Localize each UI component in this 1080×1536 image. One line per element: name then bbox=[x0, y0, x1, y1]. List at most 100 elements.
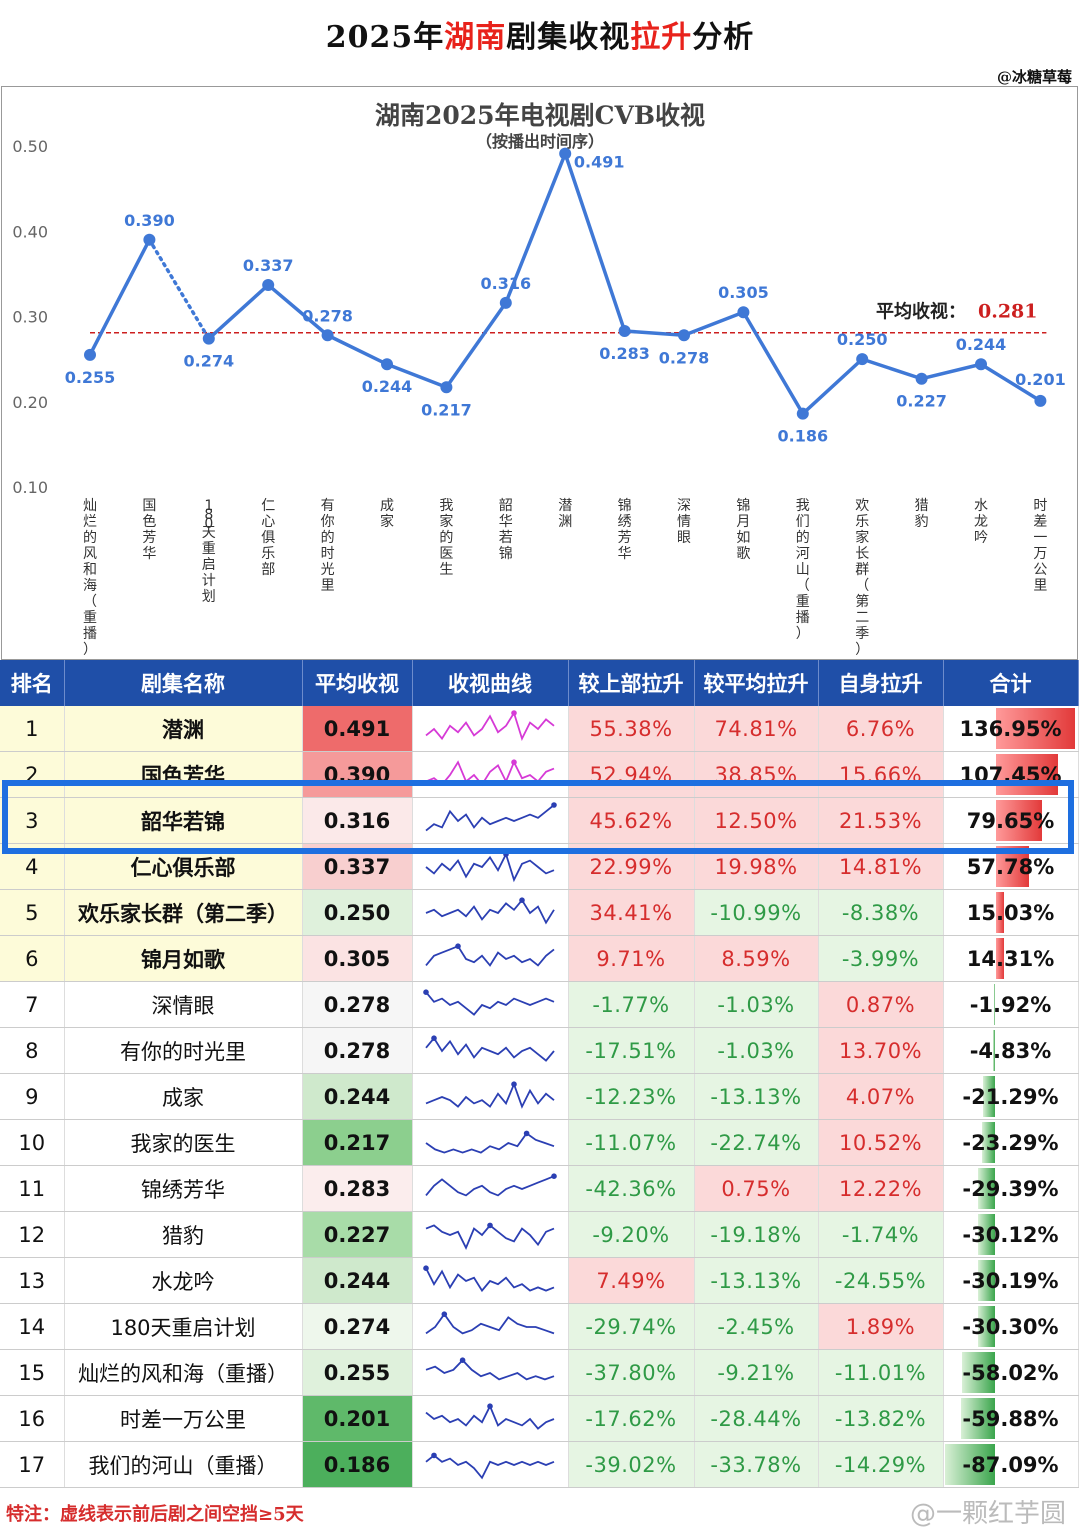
chart-title: 湖南2025年电视剧CVB收视 bbox=[374, 101, 705, 130]
sparkline-peak-dot bbox=[423, 988, 429, 995]
vs-previous-cell: 7.49% bbox=[568, 1257, 695, 1304]
vs-average-cell: -9.21% bbox=[694, 1349, 819, 1396]
x-tick-char: 你 bbox=[321, 514, 335, 530]
total-bar bbox=[977, 1214, 996, 1255]
total-bar bbox=[995, 892, 1005, 933]
x-tick-char: 锦 bbox=[618, 497, 632, 514]
data-label: 0.244 bbox=[362, 377, 413, 396]
avg-rating-cell: 0.255 bbox=[302, 1349, 413, 1396]
vs-average-cell: -1.03% bbox=[694, 1027, 819, 1074]
average-label: 平均收视： bbox=[876, 301, 966, 323]
x-tick-char: 吟 bbox=[974, 530, 988, 546]
sparkline-peak-dot bbox=[503, 850, 509, 857]
data-label: 0.305 bbox=[718, 283, 769, 302]
x-tick-char: 俱 bbox=[261, 530, 275, 546]
series-segment bbox=[504, 151, 567, 305]
x-tick-char: 里 bbox=[1033, 578, 1047, 594]
avg-rating-cell: 0.491 bbox=[302, 706, 413, 752]
sparkline bbox=[423, 988, 555, 1016]
x-tick-char: 韶 bbox=[499, 498, 513, 514]
x-tick-char: 若 bbox=[499, 530, 513, 546]
x-tick-char: 锦 bbox=[736, 497, 750, 514]
self-lift-cell: 0.87% bbox=[818, 981, 944, 1028]
data-point bbox=[321, 329, 334, 342]
x-tick-char: 乐 bbox=[261, 546, 275, 562]
x-tick-char: 重 bbox=[83, 610, 97, 626]
total-cell: 136.95% bbox=[943, 706, 1079, 752]
data-label: 0.250 bbox=[837, 330, 888, 349]
sparkline-cell bbox=[412, 843, 569, 890]
avg-rating-cell: 0.305 bbox=[302, 935, 413, 982]
x-tick-char: 华 bbox=[142, 546, 156, 562]
total-cell: -87.09% bbox=[943, 1441, 1079, 1488]
x-tick-char: 天 bbox=[202, 525, 216, 541]
vs-average-cell: 19.98% bbox=[694, 843, 819, 890]
avg-rating-cell: 0.244 bbox=[302, 1257, 413, 1304]
total-value: -4.83% bbox=[969, 1038, 1052, 1063]
table-row: 1 潜渊 0.491 55.38% 74.81% 6.76% 136.95% bbox=[0, 706, 1079, 752]
x-tick-char: 群 bbox=[855, 562, 869, 578]
name-cell: 国色芳华 bbox=[64, 751, 303, 798]
x-tick-char: 差 bbox=[1033, 514, 1047, 530]
series-segment bbox=[266, 283, 330, 338]
sparkline-cell bbox=[412, 1165, 569, 1212]
self-lift-cell: -1.74% bbox=[818, 1211, 944, 1258]
self-lift-cell: 10.52% bbox=[818, 1119, 944, 1166]
series-segment bbox=[801, 357, 864, 416]
total-cell: -1.92% bbox=[943, 981, 1079, 1028]
data-point bbox=[202, 332, 215, 345]
total-value: -30.30% bbox=[962, 1314, 1059, 1339]
header-cell: 自身拉升 bbox=[818, 660, 944, 706]
total-bar bbox=[977, 1306, 996, 1347]
name-cell: 180天重启计划 bbox=[64, 1303, 303, 1350]
total-value: -59.88% bbox=[962, 1406, 1059, 1431]
data-label: 0.337 bbox=[243, 256, 294, 275]
data-point bbox=[559, 147, 572, 160]
x-tick-char: 公 bbox=[1033, 562, 1047, 578]
data-point bbox=[499, 296, 512, 309]
total-bar bbox=[995, 708, 1076, 749]
name-cell: 有你的时光里 bbox=[64, 1027, 303, 1074]
total-cell: 14.31% bbox=[943, 935, 1079, 982]
x-tick-char: 季 bbox=[855, 626, 869, 642]
x-tick-char: 灿 bbox=[83, 498, 97, 514]
self-lift-cell: 6.76% bbox=[818, 706, 944, 752]
header-cell: 收视曲线 bbox=[412, 660, 569, 706]
sparkline-cell bbox=[412, 797, 569, 844]
sparkline-cell bbox=[412, 1441, 569, 1488]
avg-rating-cell: 0.244 bbox=[302, 1073, 413, 1120]
series-segment bbox=[919, 362, 983, 381]
total-cell: -30.12% bbox=[943, 1211, 1079, 1258]
name-cell: 深情眼 bbox=[64, 981, 303, 1028]
x-tick-char: 医 bbox=[439, 546, 453, 562]
sparkline-peak-dot bbox=[551, 801, 557, 808]
self-lift-cell: 1.89% bbox=[818, 1303, 944, 1350]
data-point bbox=[262, 278, 275, 291]
data-label: 0.186 bbox=[777, 427, 828, 446]
x-tick-char: 0 bbox=[204, 516, 213, 532]
sparkline-path bbox=[425, 1036, 555, 1062]
sparkline bbox=[423, 1264, 555, 1292]
total-value: -58.02% bbox=[962, 1360, 1059, 1385]
sparkline-path bbox=[425, 1223, 555, 1250]
total-bar bbox=[944, 1444, 996, 1485]
vs-previous-cell: -37.80% bbox=[568, 1349, 695, 1396]
total-bar bbox=[960, 1398, 996, 1439]
data-point bbox=[440, 381, 453, 394]
x-tick-char: 划 bbox=[202, 589, 216, 605]
y-tick-label: 0.40 bbox=[12, 222, 48, 241]
data-point bbox=[84, 348, 96, 361]
x-tick-char: 家 bbox=[855, 529, 869, 546]
vs-previous-cell: -9.20% bbox=[568, 1211, 695, 1258]
x-tick-char: 第 bbox=[855, 593, 869, 610]
sparkline-path bbox=[425, 1131, 555, 1154]
vs-average-cell: -13.13% bbox=[694, 1257, 819, 1304]
name-cell: 时差一万公里 bbox=[64, 1395, 303, 1442]
vs-average-cell: -10.99% bbox=[694, 889, 819, 936]
self-lift-cell: 14.81% bbox=[818, 843, 944, 890]
data-point bbox=[143, 233, 156, 246]
avg-rating-cell: 0.278 bbox=[302, 981, 413, 1028]
sparkline-path bbox=[425, 803, 555, 831]
total-value: -29.39% bbox=[962, 1176, 1059, 1201]
vs-previous-cell: -17.62% bbox=[568, 1395, 695, 1442]
